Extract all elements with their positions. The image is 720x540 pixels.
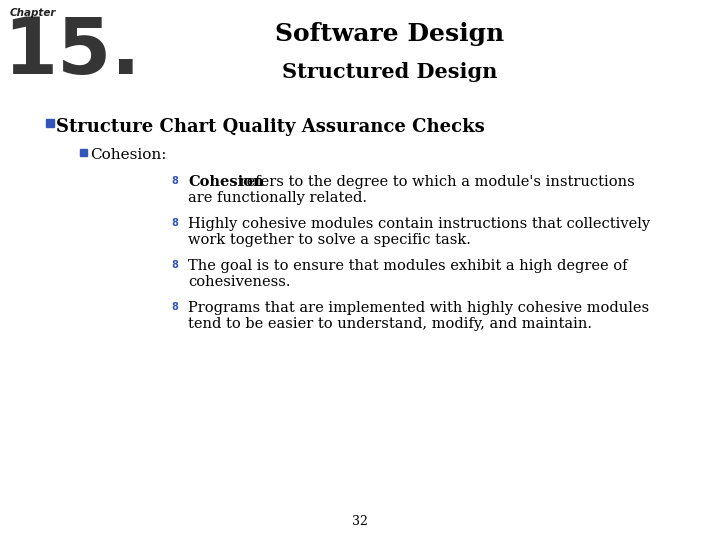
Text: 32: 32 [352, 515, 368, 528]
Text: Highly cohesive modules contain instructions that collectively
work together to : Highly cohesive modules contain instruct… [188, 217, 650, 247]
Text: are functionally related.: are functionally related. [188, 191, 367, 205]
Text: 15.: 15. [3, 14, 140, 90]
Text: 8: 8 [171, 218, 179, 228]
Text: Cohesion:: Cohesion: [90, 148, 166, 162]
FancyBboxPatch shape [46, 119, 54, 127]
Text: refers to the degree to which a module's instructions: refers to the degree to which a module's… [235, 175, 635, 189]
Text: 8: 8 [171, 176, 179, 186]
Text: Cohesion: Cohesion [188, 175, 264, 189]
Text: Software Design: Software Design [275, 22, 505, 46]
Text: Structure Chart Quality Assurance Checks: Structure Chart Quality Assurance Checks [56, 118, 485, 136]
FancyBboxPatch shape [80, 149, 87, 156]
Text: Programs that are implemented with highly cohesive modules
tend to be easier to : Programs that are implemented with highl… [188, 301, 649, 331]
Text: Chapter: Chapter [10, 8, 56, 18]
Text: The goal is to ensure that modules exhibit a high degree of
cohesiveness.: The goal is to ensure that modules exhib… [188, 259, 628, 289]
Text: 8: 8 [171, 260, 179, 270]
Text: Structured Design: Structured Design [282, 62, 498, 82]
Text: 8: 8 [171, 302, 179, 312]
